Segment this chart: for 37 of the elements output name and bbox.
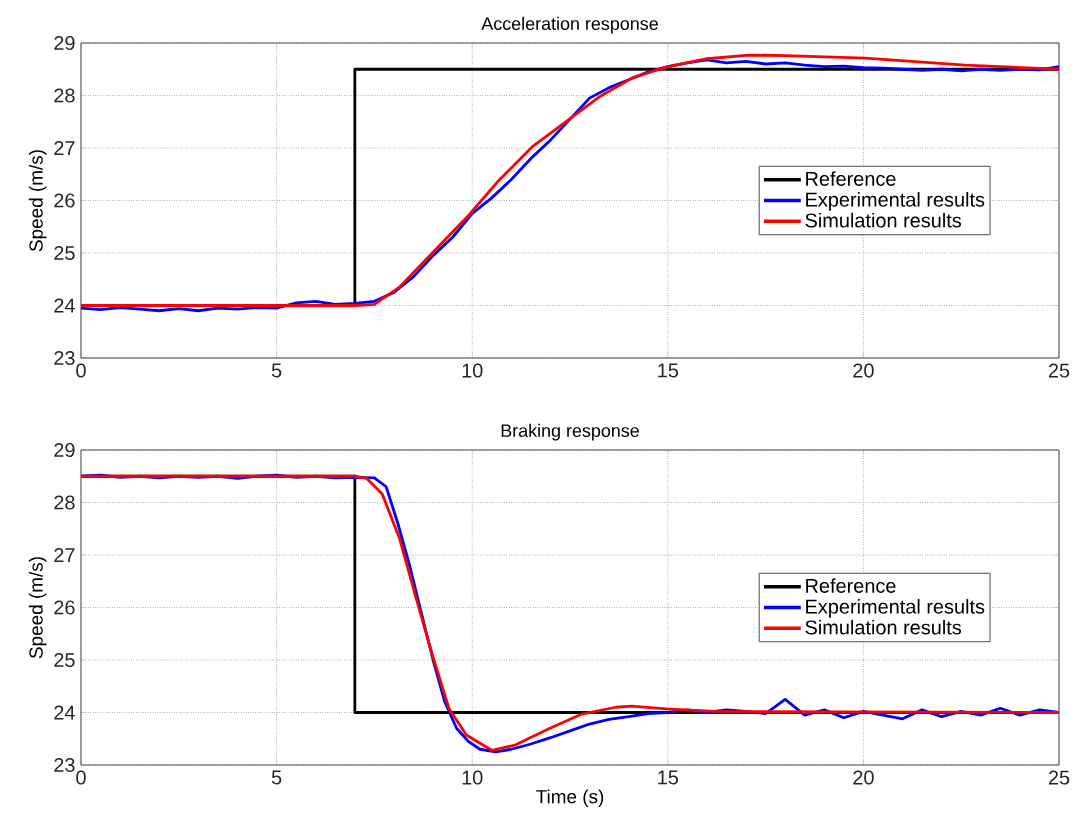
y-tick-label: 26 [54, 193, 75, 208]
legend-label: Experimental results [806, 599, 985, 618]
y-tick-label: 29 [54, 442, 75, 458]
y-tick-label: 28 [54, 88, 75, 103]
y-tick-label: 24 [54, 298, 75, 313]
x-tick-label: 0 [76, 363, 86, 378]
chart-title: Braking response [501, 423, 639, 441]
x-tick-label: 15 [658, 770, 679, 785]
y-axis-title: Speed (m/s) [28, 150, 47, 252]
y-tick-label: 28 [54, 495, 75, 510]
y-tick-label: 25 [54, 245, 75, 261]
y-tick-label: 26 [54, 600, 75, 615]
y-tick-label: 23 [54, 350, 75, 366]
legend-label: Reference [806, 578, 896, 593]
y-tick-label: 24 [54, 705, 75, 720]
x-tick-label: 0 [76, 770, 86, 785]
y-axis-title: Speed (m/s) [28, 557, 47, 659]
x-tick-label: 20 [853, 363, 874, 378]
x-tick-label: 25 [1048, 363, 1070, 378]
y-tick-label: 25 [54, 652, 75, 668]
y-tick-label: 29 [54, 35, 75, 51]
x-tick-label: 10 [462, 363, 483, 378]
chart-title: Acceleration response [481, 16, 658, 34]
legend-label: Simulation results [805, 212, 962, 228]
y-tick-label: 23 [54, 757, 75, 773]
x-tick-label: 15 [658, 363, 679, 378]
y-tick-label: 27 [54, 141, 75, 155]
x-axis-title: Time (s) [536, 789, 604, 808]
legend-label: Experimental results [806, 192, 985, 211]
x-tick-label: 5 [271, 770, 282, 785]
x-tick-label: 20 [853, 770, 874, 785]
y-tick-label: 27 [54, 548, 75, 562]
x-tick-label: 25 [1048, 770, 1070, 785]
x-tick-label: 10 [462, 770, 483, 785]
legend-label: Simulation results [805, 619, 962, 635]
x-tick-label: 5 [271, 363, 282, 378]
legend-label: Reference [806, 171, 896, 186]
